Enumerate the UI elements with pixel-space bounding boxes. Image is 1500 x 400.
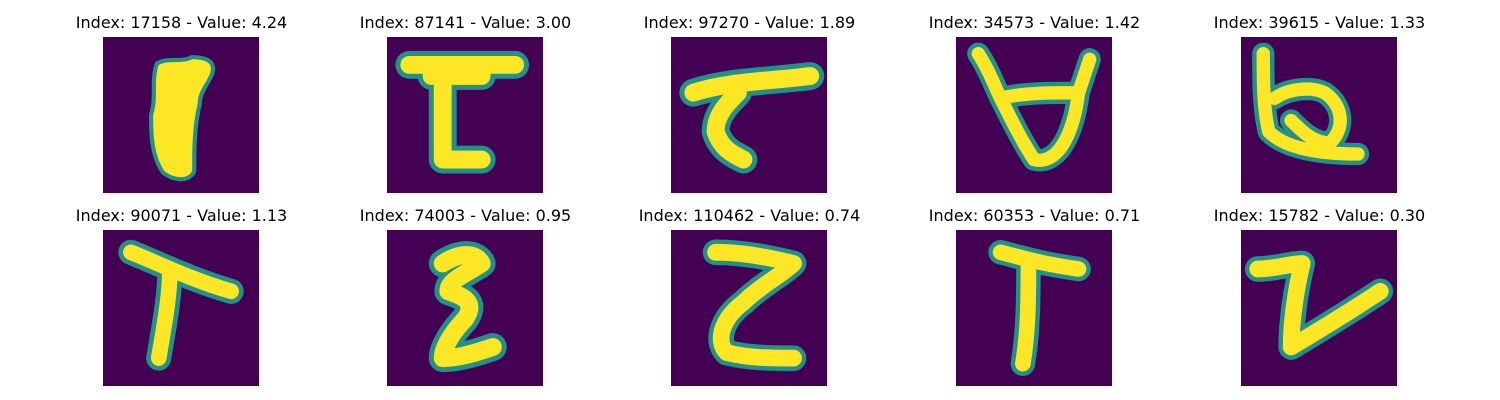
panel-5: Index: 39615 - Value: 1.33 (1177, 9, 1462, 193)
panel-title: Index: 39615 - Value: 1.33 (1213, 13, 1426, 32)
glyph-image (103, 230, 259, 386)
glyph-image (387, 37, 543, 193)
panel-title: Index: 74003 - Value: 0.95 (359, 206, 572, 225)
glyph-image (387, 230, 543, 386)
glyph-image (956, 230, 1112, 386)
glyph-image (1241, 230, 1397, 386)
glyph-image (1241, 37, 1397, 193)
panel-title: Index: 17158 - Value: 4.24 (75, 13, 288, 32)
panel-4: Index: 34573 - Value: 1.42 (892, 9, 1177, 193)
glyph-image (103, 37, 259, 193)
panel-title: Index: 90071 - Value: 1.13 (75, 206, 288, 225)
panel-title: Index: 87141 - Value: 3.00 (359, 13, 572, 32)
panel-8: Index: 110462 - Value: 0.74 (607, 202, 892, 386)
panel-title: Index: 110462 - Value: 0.74 (638, 206, 861, 225)
panel-3: Index: 97270 - Value: 1.89 (607, 9, 892, 193)
panel-title: Index: 15782 - Value: 0.30 (1213, 206, 1426, 225)
panel-1: Index: 17158 - Value: 4.24 (39, 9, 324, 193)
panel-6: Index: 90071 - Value: 1.13 (39, 202, 324, 386)
glyph-image (671, 230, 827, 386)
panel-7: Index: 74003 - Value: 0.95 (323, 202, 608, 386)
panel-2: Index: 87141 - Value: 3.00 (323, 9, 608, 193)
glyph-image (671, 37, 827, 193)
panel-title: Index: 60353 - Value: 0.71 (928, 206, 1141, 225)
panel-title: Index: 34573 - Value: 1.42 (928, 13, 1141, 32)
panel-9: Index: 60353 - Value: 0.71 (892, 202, 1177, 386)
glyph-image (956, 37, 1112, 193)
panel-title: Index: 97270 - Value: 1.89 (643, 13, 856, 32)
panel-10: Index: 15782 - Value: 0.30 (1177, 202, 1462, 386)
